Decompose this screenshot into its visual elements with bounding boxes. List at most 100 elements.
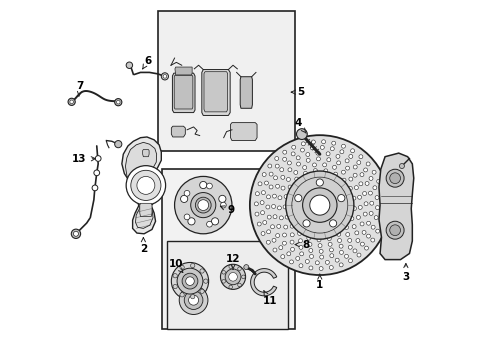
Circle shape <box>282 150 286 154</box>
Circle shape <box>381 199 385 203</box>
Circle shape <box>341 203 345 207</box>
Circle shape <box>378 220 382 224</box>
Circle shape <box>185 277 194 285</box>
Circle shape <box>303 221 306 225</box>
Circle shape <box>356 215 360 219</box>
Circle shape <box>261 231 264 235</box>
Circle shape <box>319 267 323 270</box>
Circle shape <box>161 73 168 80</box>
Circle shape <box>345 159 348 163</box>
Circle shape <box>289 195 293 199</box>
Circle shape <box>126 166 165 205</box>
Circle shape <box>260 201 264 204</box>
Circle shape <box>206 221 212 227</box>
Circle shape <box>184 214 189 220</box>
Circle shape <box>188 295 198 305</box>
Circle shape <box>373 216 377 220</box>
Circle shape <box>338 213 342 217</box>
Circle shape <box>198 200 208 211</box>
Circle shape <box>294 186 298 190</box>
Circle shape <box>277 196 282 200</box>
Circle shape <box>386 169 403 187</box>
Circle shape <box>299 252 303 256</box>
Circle shape <box>293 171 297 175</box>
Circle shape <box>211 218 218 225</box>
Circle shape <box>337 239 341 243</box>
Circle shape <box>367 191 372 195</box>
Circle shape <box>321 140 325 144</box>
Circle shape <box>332 221 336 225</box>
Circle shape <box>298 239 302 243</box>
Circle shape <box>351 225 355 229</box>
Circle shape <box>278 246 282 249</box>
Circle shape <box>228 285 232 289</box>
Circle shape <box>286 177 290 181</box>
Circle shape <box>354 231 358 235</box>
Circle shape <box>326 158 330 162</box>
Circle shape <box>272 248 276 252</box>
Circle shape <box>366 234 370 238</box>
Circle shape <box>171 262 208 300</box>
Circle shape <box>352 165 356 169</box>
Circle shape <box>287 161 291 165</box>
Circle shape <box>323 180 326 184</box>
Circle shape <box>303 171 307 175</box>
Circle shape <box>336 232 340 236</box>
Circle shape <box>282 157 286 161</box>
Circle shape <box>315 261 319 265</box>
Circle shape <box>338 193 342 197</box>
Text: 3: 3 <box>402 264 408 282</box>
Circle shape <box>290 215 294 219</box>
Circle shape <box>224 269 241 285</box>
Circle shape <box>290 233 294 237</box>
Circle shape <box>267 164 271 168</box>
Circle shape <box>280 175 284 179</box>
Circle shape <box>203 279 207 283</box>
Circle shape <box>220 202 226 208</box>
Circle shape <box>358 206 362 210</box>
Circle shape <box>302 188 336 222</box>
Circle shape <box>275 184 279 188</box>
Circle shape <box>364 246 368 250</box>
Circle shape <box>331 141 335 145</box>
Circle shape <box>95 156 101 161</box>
Circle shape <box>374 195 378 199</box>
Circle shape <box>330 177 334 181</box>
Circle shape <box>241 275 244 279</box>
Circle shape <box>355 239 359 243</box>
Polygon shape <box>203 72 227 112</box>
Circle shape <box>335 154 339 158</box>
Circle shape <box>195 197 211 213</box>
Circle shape <box>296 213 300 217</box>
Circle shape <box>279 168 283 172</box>
Circle shape <box>358 155 362 159</box>
Circle shape <box>174 176 231 234</box>
Circle shape <box>341 144 345 148</box>
Circle shape <box>179 286 207 315</box>
Circle shape <box>180 293 184 297</box>
Circle shape <box>296 162 300 166</box>
Circle shape <box>301 142 305 146</box>
Circle shape <box>257 222 261 226</box>
Circle shape <box>287 185 291 189</box>
Circle shape <box>356 161 360 165</box>
Circle shape <box>200 269 204 273</box>
Circle shape <box>283 205 286 209</box>
Circle shape <box>296 193 300 197</box>
Circle shape <box>357 195 361 199</box>
Circle shape <box>228 265 232 269</box>
Circle shape <box>190 193 215 218</box>
Polygon shape <box>171 126 185 137</box>
Circle shape <box>320 145 324 149</box>
Circle shape <box>348 177 352 181</box>
Circle shape <box>285 171 353 239</box>
Circle shape <box>182 273 198 289</box>
Circle shape <box>308 266 312 270</box>
Circle shape <box>288 204 292 208</box>
Circle shape <box>389 173 400 184</box>
Circle shape <box>94 170 100 176</box>
Circle shape <box>303 220 309 227</box>
Circle shape <box>180 265 184 270</box>
Circle shape <box>361 230 366 234</box>
Bar <box>167 241 287 329</box>
